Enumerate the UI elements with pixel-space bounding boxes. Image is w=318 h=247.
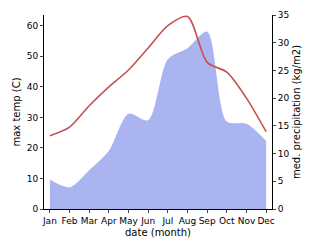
- svg-text:20: 20: [278, 93, 290, 103]
- svg-text:Mar: Mar: [81, 216, 98, 226]
- svg-text:Feb: Feb: [62, 216, 78, 226]
- svg-text:15: 15: [278, 121, 289, 131]
- svg-text:Nov: Nov: [238, 216, 256, 226]
- svg-text:30: 30: [278, 38, 290, 48]
- svg-text:30: 30: [27, 113, 39, 123]
- svg-text:May: May: [119, 216, 138, 226]
- svg-text:5: 5: [278, 176, 284, 186]
- svg-text:60: 60: [27, 21, 39, 31]
- svg-text:20: 20: [27, 143, 39, 153]
- svg-text:Dec: Dec: [257, 216, 274, 226]
- svg-text:40: 40: [27, 82, 39, 92]
- svg-text:Oct: Oct: [219, 216, 235, 226]
- svg-text:Apr: Apr: [101, 216, 117, 226]
- svg-text:0: 0: [278, 204, 284, 214]
- svg-text:Jan: Jan: [42, 216, 57, 226]
- svg-text:Jul: Jul: [161, 216, 173, 226]
- svg-text:25: 25: [278, 66, 289, 76]
- svg-text:Jun: Jun: [140, 216, 155, 226]
- svg-text:50: 50: [27, 51, 39, 61]
- svg-text:Aug: Aug: [179, 216, 197, 226]
- svg-text:10: 10: [27, 174, 39, 184]
- svg-text:max temp (C): max temp (C): [11, 77, 22, 146]
- svg-text:date (month): date (month): [125, 227, 191, 238]
- svg-text:10: 10: [278, 149, 290, 159]
- svg-text:0: 0: [32, 204, 38, 214]
- svg-text:35: 35: [278, 10, 289, 20]
- svg-text:med. precipitation (kg/m2): med. precipitation (kg/m2): [291, 45, 302, 179]
- svg-text:Sep: Sep: [199, 216, 216, 226]
